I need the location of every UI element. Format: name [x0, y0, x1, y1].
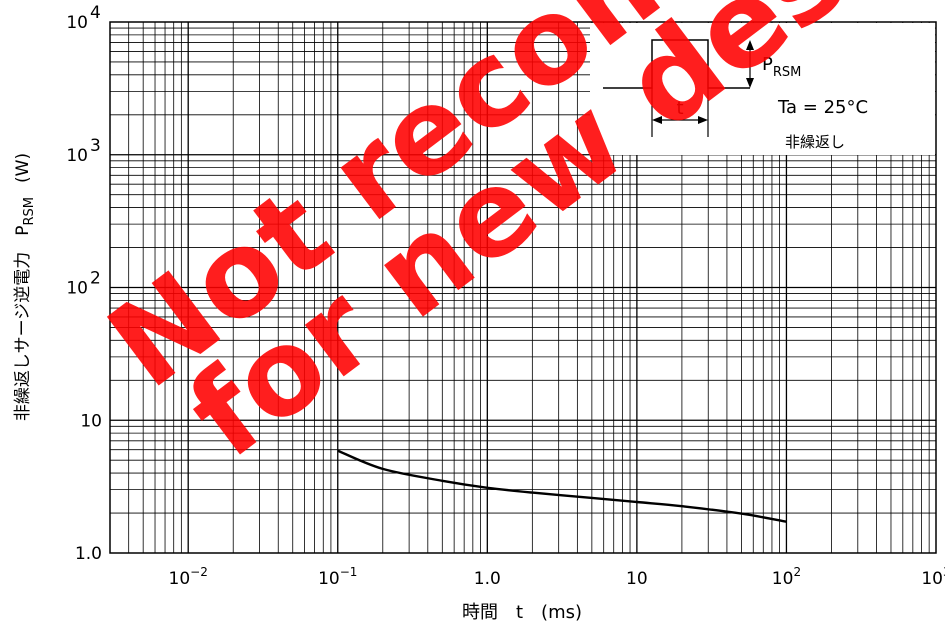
x-tick-exponent: −1 — [340, 565, 358, 579]
series-group — [337, 449, 787, 523]
y-tick-exponent: 4 — [90, 3, 101, 23]
x-tick-base: 10 — [921, 569, 943, 589]
y-tick-base: 10 — [66, 279, 88, 299]
x-tick-exponent: −2 — [190, 565, 208, 579]
width-arrow-head-left — [652, 116, 662, 124]
y-tick-base: 10 — [80, 411, 102, 431]
y-axis-label: 非繰返しサージ逆電力 PRSM (W) — [13, 153, 37, 421]
inset-note: 非繰返し — [785, 133, 845, 151]
x-tick-base: 10 — [318, 569, 340, 589]
x-tick-exponent: 2 — [793, 565, 801, 579]
y-tick-label: 10 — [66, 13, 88, 33]
inset-symbol: PRSM — [762, 54, 801, 80]
amplitude-arrow-head-bottom — [746, 78, 754, 88]
plot-frame — [109, 21, 937, 554]
y-tick-label: 10 — [66, 146, 88, 166]
y-tick-base: 1.0 — [75, 544, 102, 564]
inset-box — [590, 23, 935, 155]
x-tick-label: 102 — [772, 565, 801, 589]
x-tick-label: 103 — [921, 565, 945, 589]
y-tick-base: 10 — [66, 13, 88, 33]
amplitude-arrow-head-top — [746, 40, 754, 50]
inset-symbol-main: P — [762, 54, 773, 75]
x-tick-label: 10−1 — [318, 565, 357, 589]
inset-symbol-sub: RSM — [773, 65, 802, 80]
x-tick-base: 1.0 — [474, 569, 501, 589]
grid — [110, 22, 936, 553]
series-line — [337, 449, 787, 523]
y-tick-label: 10 — [66, 279, 88, 299]
x-tick-base: 10 — [772, 569, 794, 589]
x-tick-exponent: 3 — [943, 565, 945, 579]
y-tick-label: 10 — [80, 411, 102, 431]
pulse-width-label: t — [676, 98, 683, 119]
y-axis-label-symbol: P — [13, 226, 33, 236]
y-tick-exponent: 3 — [90, 136, 101, 156]
x-tick-base: 10 — [169, 569, 191, 589]
width-arrow-head-right — [698, 116, 708, 124]
y-axis-label-unit: (W) — [13, 153, 33, 183]
y-axis-label-main: 非繰返しサージ逆電力 — [13, 252, 33, 421]
y-axis-label-sub: RSM — [22, 197, 37, 226]
x-tick-label: 10 — [626, 569, 648, 589]
y-tick-label: 1.0 — [75, 544, 102, 564]
pulse-waveform — [603, 39, 750, 89]
inset-condition: Ta = 25°C — [777, 97, 868, 118]
x-tick-label: 10−2 — [169, 565, 208, 589]
x-axis-label: 時間 t (ms) — [462, 602, 582, 623]
x-tick-label: 1.0 — [474, 569, 501, 589]
x-tick-base: 10 — [626, 569, 648, 589]
inset-legend: t PRSM Ta = 25°C 非繰返し — [590, 23, 935, 155]
y-tick-base: 10 — [66, 146, 88, 166]
y-tick-exponent: 2 — [90, 269, 101, 289]
